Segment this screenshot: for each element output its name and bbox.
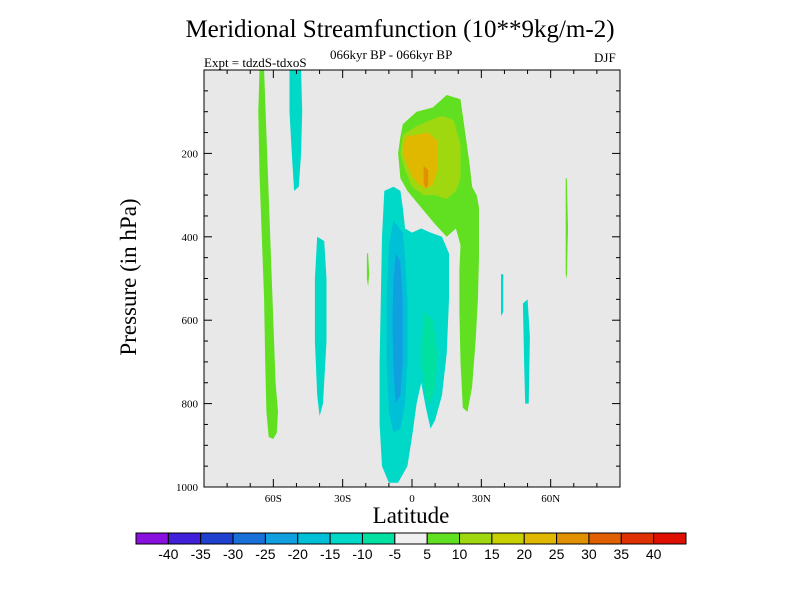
- colorbar-swatch: [135, 532, 169, 545]
- colorbar-label: -40: [158, 546, 178, 562]
- sh-tropical-small-positive: [366, 253, 370, 287]
- tropical-negative-min: [392, 253, 403, 404]
- nh-subtropical-positive-core: [402, 132, 438, 189]
- x-axis-label: Latitude: [372, 503, 450, 528]
- colorbar-label: 30: [581, 546, 597, 562]
- sh-polar-positive-band: [258, 70, 278, 439]
- colorbar-swatch: [620, 532, 655, 545]
- colorbar-swatch: [653, 532, 687, 545]
- colorbar-label: 15: [484, 546, 500, 562]
- colorbar-swatch: [459, 532, 493, 545]
- colorbar-label: 20: [516, 546, 532, 562]
- colorbar-swatch: [556, 532, 590, 545]
- nh-midlat-weak-band-a: [501, 274, 504, 316]
- colorbar-swatch: [523, 532, 558, 545]
- experiment-label: Expt = tdzdS-tdxoS: [204, 55, 307, 70]
- sh-midlat-negative-band: [314, 236, 327, 417]
- colorbar-swatch: [329, 532, 363, 545]
- colorbar-swatch: [297, 532, 331, 545]
- colorbar-label: -5: [389, 546, 402, 562]
- colorbar-label: -35: [191, 546, 211, 562]
- colorbar-swatch: [491, 532, 525, 545]
- x-tick-label: 30N: [472, 493, 491, 505]
- nh-highlat-positive-band: [565, 178, 568, 279]
- colorbar-swatch: [426, 532, 461, 545]
- y-tick-label: 400: [182, 232, 199, 244]
- colorbar-swatch: [394, 532, 428, 545]
- x-tick-label: 30S: [334, 493, 351, 505]
- nh-subtropical-positive-max: [423, 165, 429, 189]
- colorbar-label: 35: [614, 546, 630, 562]
- colorbar-label: 10: [452, 546, 468, 562]
- colorbar-label: 25: [549, 546, 565, 562]
- y-tick-label: 800: [182, 399, 199, 411]
- colorbar-label: -20: [288, 546, 308, 562]
- y-tick-label: 200: [182, 148, 199, 160]
- colorbar-label: -30: [223, 546, 243, 562]
- nh-midlat-weak-band-b: [522, 299, 530, 404]
- x-tick-label: 0: [409, 493, 415, 505]
- colorbar-label: -15: [320, 546, 340, 562]
- colorbar-swatch: [167, 532, 202, 545]
- x-tick-label: 60N: [541, 493, 560, 505]
- colorbar-swatch: [232, 532, 266, 545]
- x-tick-label: 60S: [265, 493, 282, 505]
- sh-highlat-negative-band: [289, 70, 303, 191]
- chart-title: Meridional Streamfunction (10**9kg/m-2): [185, 16, 615, 43]
- ne-tropical-weak-negative: [421, 311, 438, 404]
- colorbar-swatch: [200, 532, 234, 545]
- colorbar-swatch: [361, 532, 396, 545]
- time-range-label: 066kyr BP - 066kyr BP: [330, 47, 453, 62]
- colorbar-swatch: [264, 532, 299, 545]
- colorbar-label: -10: [352, 546, 372, 562]
- colorbar-swatch: [588, 532, 622, 545]
- y-tick-label: 1000: [176, 482, 199, 494]
- y-tick-label: 600: [182, 315, 199, 327]
- colorbar-label: -25: [255, 546, 275, 562]
- season-label: DJF: [594, 50, 616, 65]
- colorbar-label: 40: [646, 546, 662, 562]
- colorbar-label: 5: [423, 546, 431, 562]
